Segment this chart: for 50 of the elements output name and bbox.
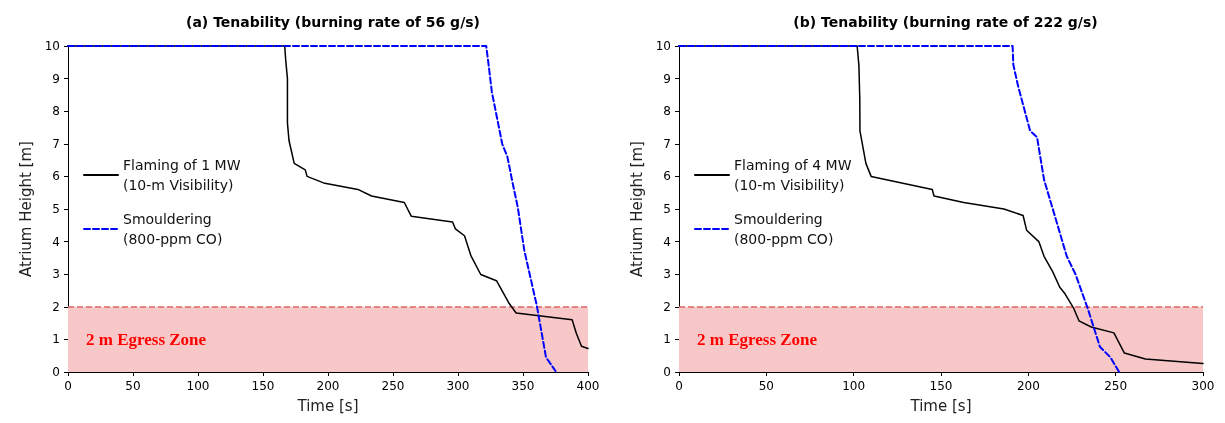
band-label: 2 m Egress Zone bbox=[86, 329, 207, 349]
band-label: 2 m Egress Zone bbox=[697, 329, 818, 349]
x-tick-label: 0 bbox=[64, 379, 72, 393]
x-tick-label: 400 bbox=[576, 379, 600, 393]
y-tick-label: 8 bbox=[663, 104, 671, 119]
x-tick-label: 150 bbox=[929, 379, 953, 393]
y-tick-label: 7 bbox=[52, 136, 60, 151]
legend-label: Smouldering (800-ppm CO) bbox=[123, 211, 223, 247]
x-tick-label: 0 bbox=[675, 379, 683, 393]
y-tick-label: 4 bbox=[663, 234, 671, 249]
y-tick-label: 3 bbox=[52, 267, 60, 282]
y-tick-label: 5 bbox=[663, 202, 671, 216]
x-axis-title: Time [s] bbox=[296, 396, 359, 415]
y-tick-label: 9 bbox=[52, 71, 60, 86]
x-tick-label: 100 bbox=[842, 379, 866, 393]
y-tick-label: 2 bbox=[663, 299, 671, 314]
x-tick-label: 50 bbox=[758, 379, 774, 393]
y-tick-label: 9 bbox=[663, 71, 671, 86]
x-tick-label: 150 bbox=[251, 379, 275, 393]
x-tick-label: 250 bbox=[1104, 379, 1128, 393]
y-tick-label: 8 bbox=[52, 104, 60, 119]
x-tick-label: 100 bbox=[186, 379, 210, 393]
y-axis-title: Atrium Height [m] bbox=[17, 141, 36, 277]
y-tick-label: 3 bbox=[663, 267, 671, 282]
legend-label: Flaming of 4 MW (10-m Visibility) bbox=[734, 157, 852, 193]
legend-label: Smouldering (800-ppm CO) bbox=[734, 211, 834, 247]
y-tick-label: 6 bbox=[663, 169, 671, 184]
x-tick-label: 300 bbox=[1191, 379, 1215, 393]
y-tick-label: 10 bbox=[655, 39, 671, 53]
y-tick-label: 0 bbox=[52, 365, 60, 379]
y-tick-label: 2 bbox=[52, 299, 60, 314]
y-tick-label: 7 bbox=[663, 136, 671, 151]
x-tick-label: 50 bbox=[125, 379, 141, 393]
x-tick-label: 250 bbox=[381, 379, 405, 393]
x-tick-label: 300 bbox=[446, 379, 470, 393]
y-tick-label: 5 bbox=[52, 202, 60, 216]
y-tick-label: 10 bbox=[44, 39, 60, 53]
y-tick-label: 1 bbox=[52, 332, 60, 347]
y-tick-label: 0 bbox=[663, 365, 671, 379]
chart-title: (a) Tenability (burning rate of 56 g/s) bbox=[186, 14, 480, 30]
y-tick-label: 6 bbox=[52, 169, 60, 184]
y-tick-label: 4 bbox=[52, 234, 60, 249]
x-tick-label: 350 bbox=[511, 379, 535, 393]
x-axis-title: Time [s] bbox=[909, 396, 972, 415]
x-tick-label: 200 bbox=[1016, 379, 1040, 393]
y-axis-title: Atrium Height [m] bbox=[628, 141, 647, 277]
chart-title: (b) Tenability (burning rate of 222 g/s) bbox=[793, 14, 1098, 30]
x-tick-label: 200 bbox=[316, 379, 340, 393]
legend-label: Flaming of 1 MW (10-m Visibility) bbox=[123, 157, 241, 193]
y-tick-label: 1 bbox=[663, 332, 671, 347]
